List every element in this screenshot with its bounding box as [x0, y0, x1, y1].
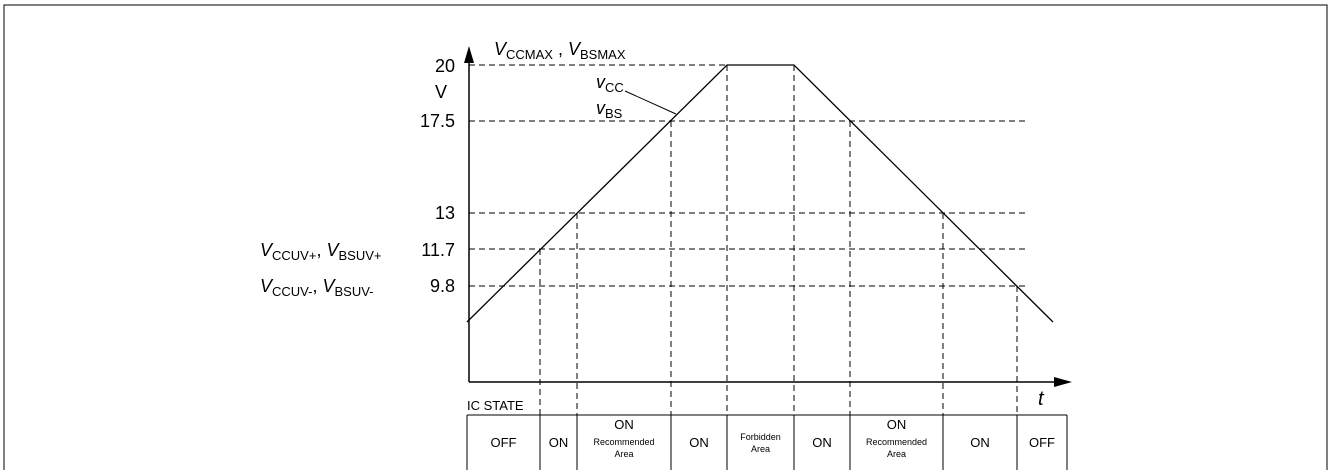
vbs-leader-line	[624, 90, 677, 115]
uv-minus-label: VCCUV-, VBSUV-	[260, 276, 374, 299]
vmax-label: VCCMAX , VBSMAX	[494, 39, 626, 62]
vcc-curve-label: vCC	[596, 72, 624, 95]
state-cell-2: ON	[549, 435, 569, 450]
state-cell-4: ON	[689, 435, 709, 450]
state-cell-3: ON Recommended Area	[593, 417, 654, 459]
unit-label: V	[435, 82, 447, 102]
state-cell-9-label: OFF	[1029, 435, 1055, 450]
state-cell-7-label: ON	[887, 417, 907, 432]
time-axis-label: t	[1038, 388, 1045, 410]
horizontal-guides	[469, 64, 1027, 287]
tick-11-7: 11.7	[421, 240, 455, 260]
figure-frame	[3, 4, 1328, 470]
state-cell-8-label: ON	[970, 435, 990, 450]
uv-plus-label: VCCUV+, VBSUV+	[260, 240, 381, 263]
state-cell-6-label: ON	[812, 435, 832, 450]
state-cell-7: ON Recommended Area	[866, 417, 927, 459]
vbs-curve-label: vBS	[596, 98, 623, 121]
state-cell-1-label: OFF	[491, 435, 517, 450]
tick-9-8: 9.8	[430, 276, 455, 296]
tick-17-5: 17.5	[420, 111, 455, 131]
supply-voltage-curve	[466, 64, 1054, 323]
tick-20: 20	[435, 56, 455, 76]
state-cell-6: ON	[812, 435, 832, 450]
state-cell-2-label: ON	[549, 435, 569, 450]
state-cell-9: OFF	[1029, 435, 1055, 450]
ic-state-label: IC STATE	[467, 398, 524, 413]
tick-13: 13	[435, 203, 455, 223]
y-axis-arrow	[464, 46, 474, 63]
state-cell-3-label: ON	[614, 417, 634, 432]
state-cell-8: ON	[970, 435, 990, 450]
state-cell-5: Forbidden Area	[740, 432, 781, 454]
vertical-guides	[539, 65, 1018, 415]
state-cell-3-sublabel: Recommended Area	[593, 437, 654, 459]
state-cell-4-label: ON	[689, 435, 709, 450]
state-cell-1: OFF	[491, 435, 517, 450]
x-axis-arrow	[1054, 377, 1072, 387]
axes	[464, 46, 1072, 387]
state-cell-5-sublabel: Forbidden Area	[740, 432, 781, 454]
state-cell-7-sublabel: Recommended Area	[866, 437, 927, 459]
